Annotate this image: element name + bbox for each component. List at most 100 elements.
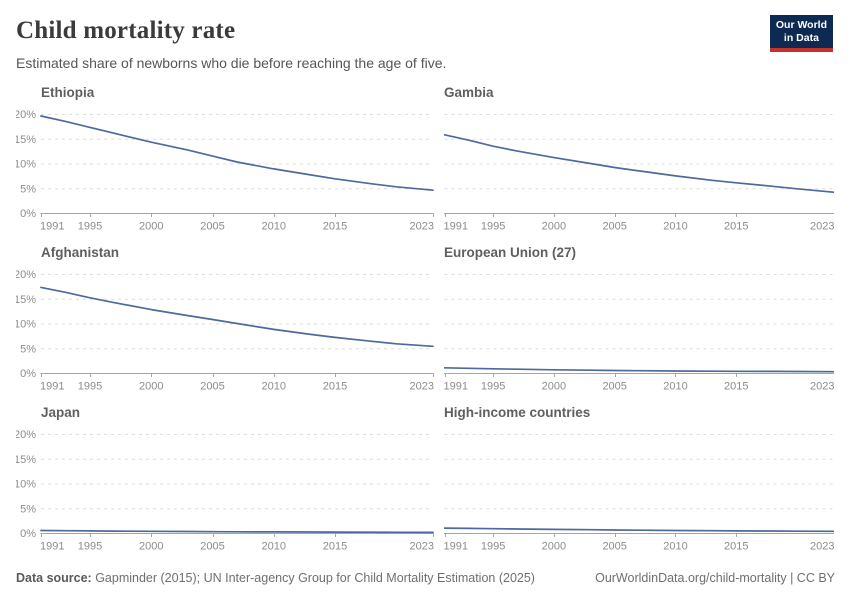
svg-text:2005: 2005 — [602, 381, 626, 393]
owid-logo[interactable]: Our World in Data — [769, 15, 833, 52]
gridlines — [41, 114, 433, 190]
svg-text:2010: 2010 — [663, 541, 687, 553]
svg-text:5%: 5% — [20, 343, 36, 355]
owid-logo-line1: Our World — [775, 19, 827, 31]
svg-text:1995: 1995 — [78, 381, 102, 393]
svg-text:2023: 2023 — [410, 541, 434, 553]
chart-header: Child mortality rate Our World in Data E… — [0, 0, 850, 72]
chart-canvas[interactable]: 1991 1995 2000 2005 2010 2015 2023 — [444, 105, 834, 245]
data-source-note: Data source: Gapminder (2015); UN Inter-… — [16, 570, 535, 586]
svg-text:1995: 1995 — [78, 541, 102, 553]
svg-text:0%: 0% — [20, 208, 36, 220]
data-source-label: Data source: — [16, 571, 92, 585]
svg-text:20%: 20% — [16, 429, 36, 441]
svg-text:2000: 2000 — [139, 221, 163, 233]
x-tick-labels: 1991 1995 2000 2005 2010 2015 2023 — [40, 381, 434, 393]
svg-text:15%: 15% — [16, 134, 36, 146]
svg-text:15%: 15% — [16, 454, 36, 466]
chart-panel-high-income-countries: High-income countries 1991 1995 2000 2005 201… — [444, 405, 834, 565]
data-line — [40, 115, 434, 192]
footer-separator: | — [786, 571, 797, 585]
x-tick-labels: 1991 1995 2000 2005 2010 2015 2023 — [444, 381, 834, 393]
panel-title: Japan — [41, 405, 81, 420]
x-tick-labels: 1991 1995 2000 2005 2010 2015 2023 — [40, 541, 434, 553]
svg-text:1995: 1995 — [481, 221, 505, 233]
svg-text:2023: 2023 — [410, 221, 434, 233]
svg-text:2015: 2015 — [323, 381, 347, 393]
chart-panel-gambia: Gambia 1991 1995 2000 2005 2010 2015 2023 — [444, 85, 834, 245]
svg-text:0%: 0% — [20, 368, 36, 380]
svg-text:1991: 1991 — [444, 541, 468, 553]
svg-text:15%: 15% — [16, 294, 36, 306]
svg-text:10%: 10% — [16, 159, 36, 171]
svg-text:0%: 0% — [20, 528, 36, 540]
svg-text:2000: 2000 — [542, 221, 566, 233]
panel-title: Ethiopia — [41, 85, 95, 100]
svg-text:5%: 5% — [20, 183, 36, 195]
gridlines — [444, 114, 834, 190]
x-axis — [444, 533, 834, 537]
x-tick-labels: 1991 1995 2000 2005 2010 2015 2023 — [444, 541, 834, 553]
svg-text:10%: 10% — [16, 479, 36, 491]
x-axis — [40, 213, 434, 217]
svg-text:2023: 2023 — [810, 541, 834, 553]
svg-text:1991: 1991 — [444, 221, 468, 233]
chart-panel-japan: Japan 1991 1995 2000 2005 2010 2015 2023 0% 5% 10%… — [16, 405, 434, 565]
svg-text:10%: 10% — [16, 319, 36, 331]
x-axis — [40, 533, 434, 537]
x-axis — [40, 373, 434, 377]
panel-title: Afghanistan — [41, 245, 120, 260]
svg-text:2000: 2000 — [542, 541, 566, 553]
chart-canvas[interactable]: 1991 1995 2000 2005 2010 2015 2023 0% 5% 10% 15% 20… — [16, 265, 434, 405]
chart-subtitle: Estimated share of newborns who die befo… — [16, 55, 447, 71]
x-axis — [444, 213, 834, 217]
data-line — [444, 366, 834, 373]
svg-text:2010: 2010 — [262, 541, 286, 553]
charts-grid: Ethiopia 1991 1995 2000 2005 2010 2015 2023 0% 5%… — [16, 85, 834, 565]
svg-text:20%: 20% — [16, 109, 36, 121]
data-line — [444, 527, 834, 533]
x-tick-labels: 1991 1995 2000 2005 2010 2015 2023 — [444, 221, 834, 233]
chart-footer: Data source: Gapminder (2015); UN Inter-… — [16, 570, 835, 586]
data-line — [40, 286, 434, 348]
owid-logo-line2: in Data — [783, 32, 819, 44]
chart-canvas[interactable]: 1991 1995 2000 2005 2010 2015 2023 — [444, 265, 834, 405]
y-tick-labels: 0% 5% 10% 15% 20% — [16, 109, 36, 220]
svg-text:2015: 2015 — [724, 381, 748, 393]
svg-text:2023: 2023 — [410, 381, 434, 393]
svg-text:2000: 2000 — [542, 381, 566, 393]
svg-text:2010: 2010 — [262, 381, 286, 393]
svg-text:2005: 2005 — [200, 541, 224, 553]
svg-text:1995: 1995 — [78, 221, 102, 233]
svg-text:1995: 1995 — [481, 381, 505, 393]
svg-text:2015: 2015 — [323, 221, 347, 233]
gridlines — [444, 274, 834, 350]
footer-right: OurWorldinData.org/child-mortality | CC … — [595, 570, 835, 586]
svg-text:2015: 2015 — [724, 221, 748, 233]
gridlines — [41, 434, 433, 510]
data-line — [40, 529, 434, 534]
chart-canvas[interactable]: 1991 1995 2000 2005 2010 2015 2023 — [444, 425, 834, 565]
chart-canvas[interactable]: 1991 1995 2000 2005 2010 2015 2023 0% 5% 10% 15% 20… — [16, 105, 434, 245]
svg-text:2010: 2010 — [663, 221, 687, 233]
svg-text:1991: 1991 — [40, 381, 64, 393]
data-line — [444, 133, 834, 194]
chart-panel-european-union-27: European Union (27) 1991 1995 2000 2005 2010 2… — [444, 245, 834, 405]
gridlines — [444, 434, 834, 510]
svg-text:2015: 2015 — [323, 541, 347, 553]
svg-text:1991: 1991 — [40, 221, 64, 233]
footer-url-link[interactable]: OurWorldinData.org/child-mortality — [595, 571, 787, 585]
svg-text:2015: 2015 — [724, 541, 748, 553]
panel-title: European Union (27) — [444, 245, 577, 260]
gridlines — [41, 274, 433, 350]
svg-text:5%: 5% — [20, 503, 36, 515]
svg-text:2005: 2005 — [200, 381, 224, 393]
svg-text:2023: 2023 — [810, 221, 834, 233]
y-tick-labels: 0% 5% 10% 15% 20% — [16, 269, 36, 380]
data-source-text: Gapminder (2015); UN Inter-agency Group … — [91, 571, 535, 585]
y-tick-labels: 0% 5% 10% 15% 20% — [16, 429, 36, 540]
chart-canvas[interactable]: 1991 1995 2000 2005 2010 2015 2023 0% 5% 10% 15% 20… — [16, 425, 434, 565]
x-tick-labels: 1991 1995 2000 2005 2010 2015 2023 — [40, 221, 434, 233]
svg-text:2005: 2005 — [200, 221, 224, 233]
page-title: Child mortality rate — [16, 17, 236, 44]
